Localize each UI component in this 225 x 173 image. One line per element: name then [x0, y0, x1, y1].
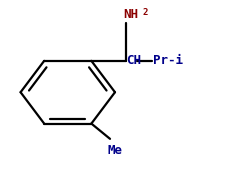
Text: 2: 2	[142, 8, 148, 17]
Text: CH: CH	[126, 54, 141, 67]
Text: NH: NH	[124, 8, 139, 21]
Text: Pr-i: Pr-i	[153, 54, 184, 67]
Text: Me: Me	[108, 144, 123, 157]
